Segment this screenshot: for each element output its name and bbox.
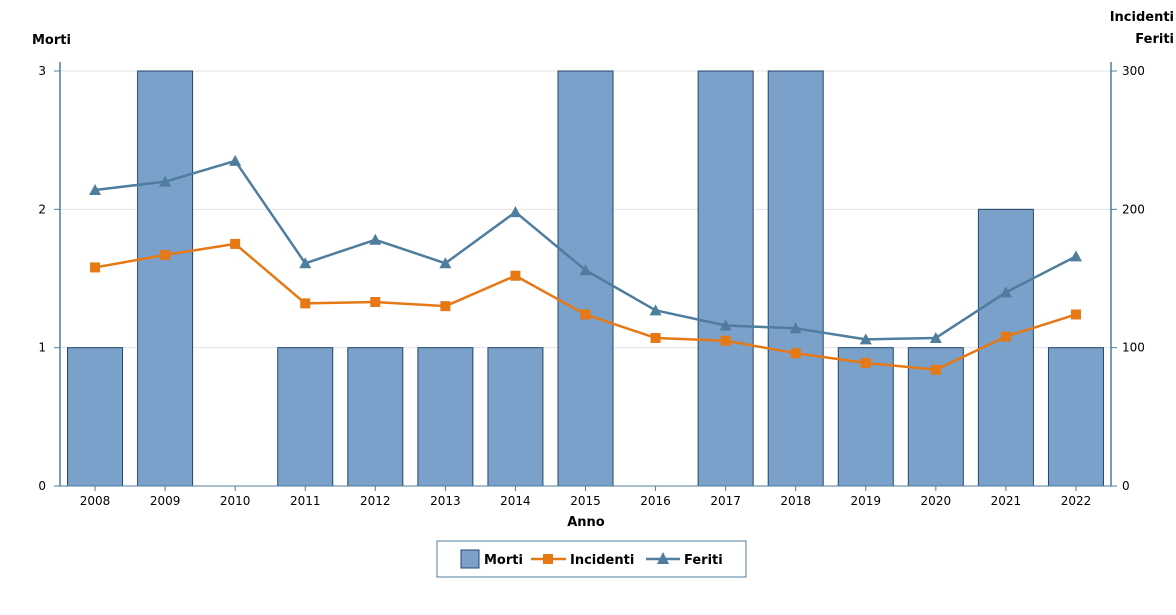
point-incidenti (930, 364, 941, 375)
point-incidenti (160, 249, 171, 260)
bar-morti (487, 347, 544, 487)
x-tick-label: 2012 (360, 494, 391, 508)
point-feriti (649, 304, 662, 316)
point-feriti (929, 331, 942, 343)
x-tick-label: 2016 (640, 494, 671, 508)
x-tick-label: 2022 (1061, 494, 1092, 508)
point-incidenti (370, 297, 381, 308)
x-tick-label: 2015 (570, 494, 601, 508)
tick-labels: 0 1 2 3 0 100 200 300 2008 2009 2010 2011 2012 2013 20… (38, 64, 1145, 508)
legend-label-morti: Morti (484, 553, 523, 568)
point-incidenti (790, 348, 801, 359)
bar-morti (557, 70, 614, 487)
legend-label-incidenti: Incidenti (570, 553, 634, 568)
x-tick-label: 2013 (430, 494, 461, 508)
x-tick-label: 2010 (220, 494, 251, 508)
point-incidenti (300, 298, 311, 309)
point-incidenti (440, 301, 451, 312)
right-axis-title-line2: Feriti (1135, 32, 1174, 47)
point-incidenti (230, 238, 241, 249)
left-axis-title: Morti (32, 33, 71, 48)
point-feriti (999, 286, 1012, 298)
left-tick-label: 0 (38, 479, 46, 493)
bar-morti (347, 347, 404, 487)
bar-morti (977, 208, 1034, 487)
bar-morti (137, 70, 194, 487)
x-axis-title: Anno (567, 515, 605, 530)
x-tick-label: 2019 (850, 494, 881, 508)
point-feriti (719, 319, 732, 331)
right-tick-label: 0 (1122, 479, 1130, 493)
point-incidenti (720, 335, 731, 346)
point-feriti (509, 206, 522, 218)
left-tick-label: 2 (38, 202, 46, 216)
point-incidenti (510, 270, 521, 281)
point-incidenti (1070, 309, 1081, 320)
x-tick-label: 2011 (290, 494, 321, 508)
right-tick-label: 100 (1122, 341, 1145, 355)
point-incidenti (860, 357, 871, 368)
bar-morti (837, 347, 894, 487)
bar-morti (417, 347, 474, 487)
point-feriti (439, 257, 452, 269)
bar-series-morti (67, 70, 1104, 487)
point-feriti (369, 233, 382, 245)
bar-morti (67, 347, 124, 487)
point-incidenti (90, 262, 101, 273)
left-tick-label: 3 (38, 64, 46, 78)
right-tick-label: 200 (1122, 202, 1145, 216)
left-tick-label: 1 (38, 341, 46, 355)
legend-swatch-morti (460, 549, 480, 569)
legend-marker-feriti (657, 552, 669, 564)
point-incidenti (1000, 331, 1011, 342)
x-tick-label: 2009 (150, 494, 181, 508)
legend-marker-incidenti (543, 554, 553, 564)
point-feriti (579, 264, 592, 276)
x-tick-label: 2014 (500, 494, 531, 508)
bar-morti (697, 70, 754, 487)
legend-label-feriti: Feriti (684, 553, 723, 568)
point-feriti (229, 154, 242, 166)
right-tick-label: 300 (1122, 64, 1145, 78)
x-tick-label: 2017 (710, 494, 741, 508)
point-feriti (159, 175, 172, 187)
x-tick-label: 2020 (921, 494, 952, 508)
bar-morti (277, 347, 334, 487)
x-tick-label: 2008 (80, 494, 111, 508)
legend: Morti Incidenti Feriti (436, 540, 747, 578)
x-tick-label: 2018 (780, 494, 811, 508)
point-feriti (859, 333, 872, 345)
legend-frame (436, 540, 747, 578)
point-feriti (789, 322, 802, 334)
point-incidenti (580, 309, 591, 320)
point-feriti (1069, 250, 1082, 262)
point-feriti (299, 257, 312, 269)
point-feriti (89, 183, 102, 195)
bar-morti (1047, 347, 1104, 487)
bar-morti (767, 70, 824, 487)
point-incidenti (650, 332, 661, 343)
line-series (89, 154, 1082, 375)
right-axis-title-line1: Incidenti (1110, 10, 1174, 25)
x-tick-label: 2021 (991, 494, 1022, 508)
